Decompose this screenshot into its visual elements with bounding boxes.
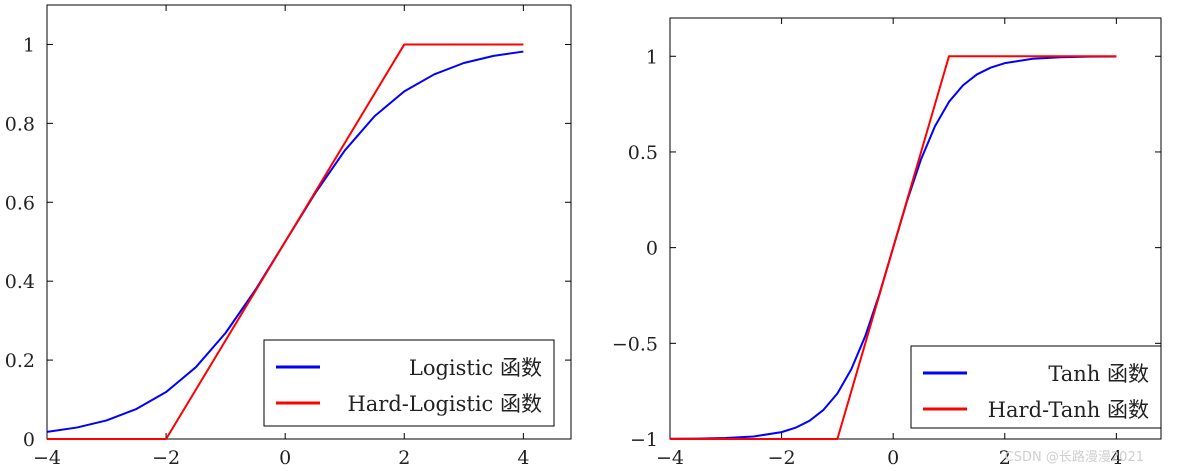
y-tick-label: 0.2: [5, 350, 35, 372]
x-tick-label: 2: [999, 447, 1011, 469]
legend-label: Hard-Logistic 函数: [347, 392, 542, 416]
plot-frame: [669, 17, 1162, 440]
y-tick-label: 0.6: [5, 192, 35, 214]
series-line-2: [670, 55, 1117, 440]
y-tick-label: 0.4: [5, 271, 35, 293]
watermark-text: CSDN @长路漫漫2021: [1004, 450, 1144, 465]
x-tick-label: 2: [398, 447, 410, 469]
x-tick-label: −4: [33, 447, 61, 469]
chart-panel-1: −4 −2 0 2 4 0 0.2 0.4 0.6 0.8 1 Logistic 函数 Hard-Log…: [5, 4, 572, 469]
y-tick-label: −0.5: [612, 333, 658, 355]
y-tick-label: 0: [23, 429, 35, 451]
y-tick-label: −1: [630, 429, 658, 451]
series-line-2: [47, 43, 524, 440]
x-tick-label: −2: [152, 447, 180, 469]
y-tick-label: 0: [646, 238, 658, 260]
x-tick-label: −2: [768, 447, 796, 469]
x-tick-label: 0: [887, 447, 899, 469]
legend-label: Tanh 函数: [1048, 362, 1149, 386]
x-tick-label: 0: [279, 447, 291, 469]
legend-label: Logistic 函数: [409, 356, 542, 380]
legend-box: [263, 339, 555, 427]
x-tick-label: −4: [656, 447, 684, 469]
legend-box: [910, 345, 1162, 429]
x-tick-label: 4: [517, 447, 529, 469]
plot-frame: [46, 4, 572, 440]
x-tick-label: 4: [1110, 447, 1122, 469]
legend-label: Hard-Tanh 函数: [988, 398, 1149, 422]
y-tick-label: 1: [646, 46, 658, 68]
chart-panel-2: −4 −2 0 2 4 −1 −0.5 0 0.5 1 Tanh 函数 Hard-Tanh 函数: [612, 17, 1162, 469]
y-tick-label: 0.5: [628, 142, 658, 164]
y-tick-label: 0.8: [5, 113, 35, 135]
legend: Logistic 函数 Hard-Logistic 函数: [263, 339, 555, 427]
legend: Tanh 函数 Hard-Tanh 函数: [910, 345, 1162, 429]
y-tick-label: 1: [23, 34, 35, 56]
